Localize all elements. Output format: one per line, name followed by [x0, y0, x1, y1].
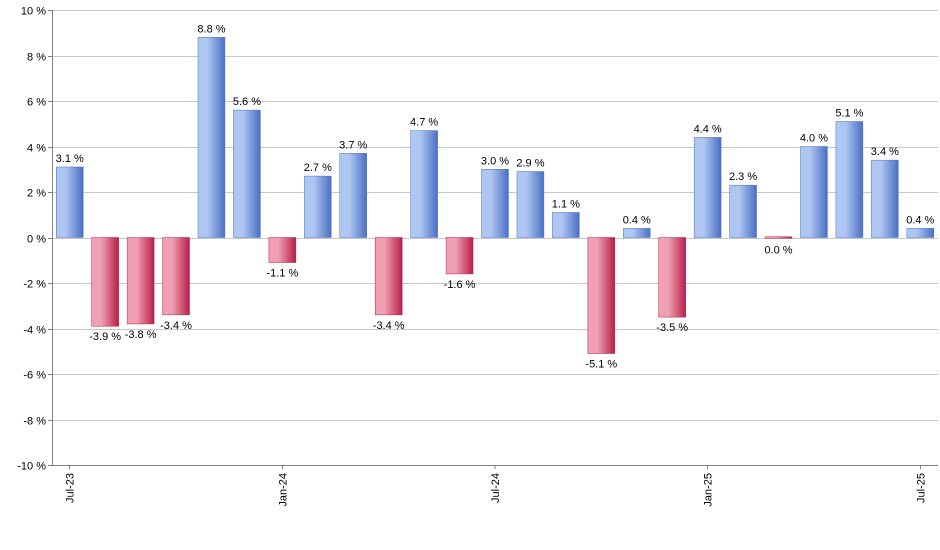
y-tick-label: 2 % — [27, 188, 46, 200]
bar — [587, 237, 616, 354]
bar — [56, 166, 84, 238]
data-label: 3.0 % — [481, 155, 509, 167]
data-label: -3.5 % — [656, 322, 688, 334]
bar — [126, 237, 155, 325]
axes — [48, 10, 938, 469]
bar — [304, 175, 332, 238]
x-tick-label: Jul-24 — [490, 473, 502, 503]
bar — [871, 159, 899, 238]
bars — [56, 37, 934, 354]
data-label: 4.4 % — [694, 123, 722, 135]
x-tick-label: Jan-24 — [277, 473, 289, 507]
data-label: -3.8 % — [125, 329, 157, 341]
data-label: 3.1 % — [56, 153, 84, 165]
x-tick-label: Jan-25 — [703, 473, 715, 507]
data-label: 2.3 % — [729, 171, 757, 183]
data-label: 3.7 % — [339, 139, 367, 151]
y-tick-label: 0 % — [27, 234, 46, 246]
data-label: -1.1 % — [266, 268, 298, 280]
data-label: 1.1 % — [552, 198, 580, 210]
data-label: 4.7 % — [410, 117, 438, 129]
y-tick-label: 10 % — [21, 6, 46, 18]
bar — [658, 237, 686, 318]
y-tick-label: -2 % — [23, 279, 46, 291]
data-label: -1.6 % — [444, 279, 476, 291]
x-tick-label: Jul-25 — [915, 473, 927, 503]
y-tick-label: -6 % — [23, 370, 46, 382]
labels: 10 % 8 % 6 % 4 % 2 % 0 % -2 % -4 % -6 % -8 % -10 %… — [17, 6, 934, 507]
bar — [410, 130, 438, 238]
bar — [197, 37, 226, 238]
bar — [835, 121, 864, 238]
data-label: -5.1 % — [585, 359, 617, 371]
x-tick-label: Jul-23 — [65, 473, 77, 503]
data-label: -3.9 % — [89, 331, 121, 343]
bar — [481, 169, 509, 238]
data-label: 3.4 % — [871, 146, 899, 158]
data-label: -3.4 % — [373, 320, 405, 332]
bar — [374, 237, 403, 316]
bar — [764, 236, 793, 239]
data-label: 5.1 % — [835, 107, 863, 119]
bar — [516, 171, 545, 238]
bar — [693, 137, 722, 238]
bar — [623, 228, 651, 238]
data-label: 2.9 % — [516, 158, 544, 170]
bar — [91, 237, 119, 327]
data-label: 2.7 % — [304, 162, 332, 174]
bar — [339, 153, 367, 238]
bar — [906, 228, 934, 238]
data-label: 0.4 % — [906, 214, 934, 226]
data-label: 0.4 % — [623, 214, 651, 226]
bar — [729, 184, 757, 238]
y-tick-label: -8 % — [23, 416, 46, 428]
bar — [233, 109, 261, 238]
bar — [445, 237, 474, 275]
bar — [162, 237, 190, 316]
data-label: 0.0 % — [764, 245, 792, 257]
data-label: 5.6 % — [233, 96, 261, 108]
data-label: -3.4 % — [160, 320, 192, 332]
bar — [268, 237, 297, 263]
y-tick-label: -10 % — [17, 461, 46, 473]
y-tick-label: 6 % — [27, 97, 46, 109]
data-label: 4.0 % — [800, 133, 828, 145]
y-tick-label: -4 % — [23, 325, 46, 337]
bar — [552, 212, 580, 238]
y-tick-label: 4 % — [27, 143, 46, 155]
bar — [800, 146, 828, 238]
data-label: 8.8 % — [197, 23, 225, 35]
y-tick-label: 8 % — [27, 52, 46, 64]
